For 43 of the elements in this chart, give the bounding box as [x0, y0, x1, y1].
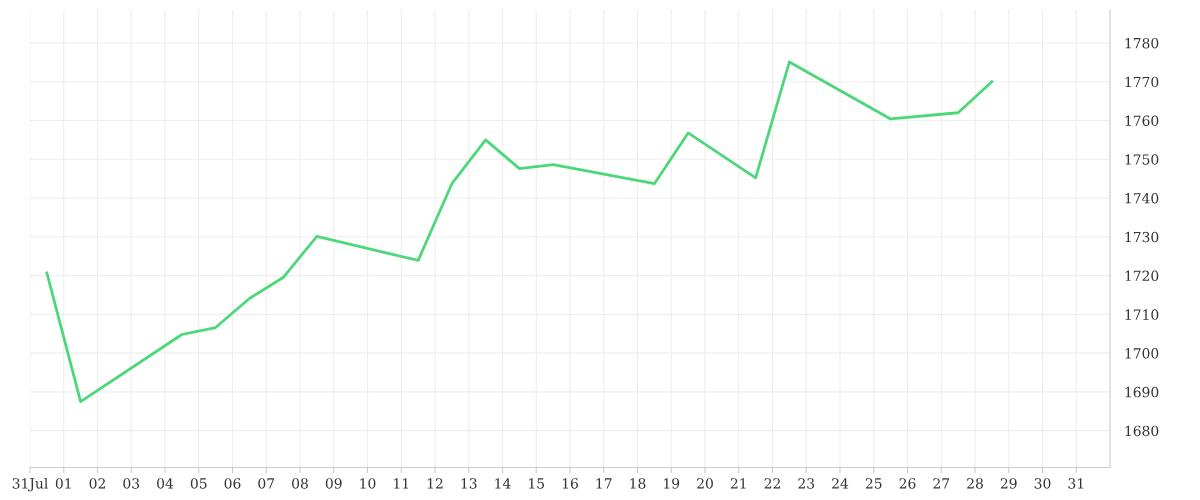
- y-tick-label: 1770: [1125, 76, 1159, 88]
- x-tick-label: 21: [730, 478, 746, 489]
- x-tick-label: 11: [394, 478, 409, 489]
- x-tick-label: 26: [899, 478, 916, 489]
- x-tick-label: 13: [461, 478, 477, 489]
- x-tick-label: 15: [529, 478, 545, 489]
- y-tick-label: 1730: [1125, 231, 1159, 243]
- x-tick-label: 31Jul: [12, 477, 48, 492]
- x-tick-label: 14: [495, 478, 511, 489]
- x-tick-label: 27: [933, 478, 950, 489]
- x-tick-label: 22: [764, 478, 780, 489]
- x-tick-label: 31: [1068, 478, 1084, 489]
- y-tick-label: 1700: [1125, 348, 1159, 359]
- x-tick-label: 02: [89, 478, 105, 489]
- x-tick-label: 05: [190, 478, 207, 489]
- x-tick-label: 28: [967, 478, 983, 489]
- y-tick-label: 1740: [1125, 193, 1159, 204]
- y-tick-label: 1720: [1125, 270, 1159, 282]
- y-tick-label: 1750: [1125, 154, 1159, 165]
- x-tick-label: 25: [865, 478, 882, 489]
- x-tick-label: 23: [798, 478, 815, 489]
- y-tick-label: 1710: [1125, 309, 1159, 320]
- x-tick-label: 10: [360, 478, 376, 489]
- x-tick-label: 06: [224, 478, 241, 489]
- x-tick-label: 12: [427, 478, 443, 489]
- x-tick-label: 03: [123, 478, 140, 489]
- y-tick-label: 1680: [1125, 425, 1159, 437]
- y-tick-label: 1760: [1125, 115, 1159, 126]
- x-tick-label: 17: [596, 478, 612, 489]
- x-tick-label: 01: [55, 478, 71, 489]
- x-tick-label: 30: [1034, 478, 1051, 489]
- x-tick-label: 29: [1000, 478, 1017, 489]
- x-tick-label: 16: [562, 478, 578, 489]
- x-tick-label: 09: [325, 478, 342, 489]
- y-tick-label: 1780: [1125, 37, 1159, 49]
- x-tick-label: 18: [630, 478, 646, 489]
- x-tick-label: 04: [157, 478, 174, 489]
- y-tick-label: 1690: [1125, 386, 1159, 398]
- x-tick-label: 19: [664, 478, 680, 489]
- x-tick-label: 24: [832, 478, 849, 489]
- x-tick-label: 08: [292, 478, 308, 489]
- x-tick-label: 20: [697, 478, 713, 489]
- x-tick-label: 07: [258, 478, 275, 489]
